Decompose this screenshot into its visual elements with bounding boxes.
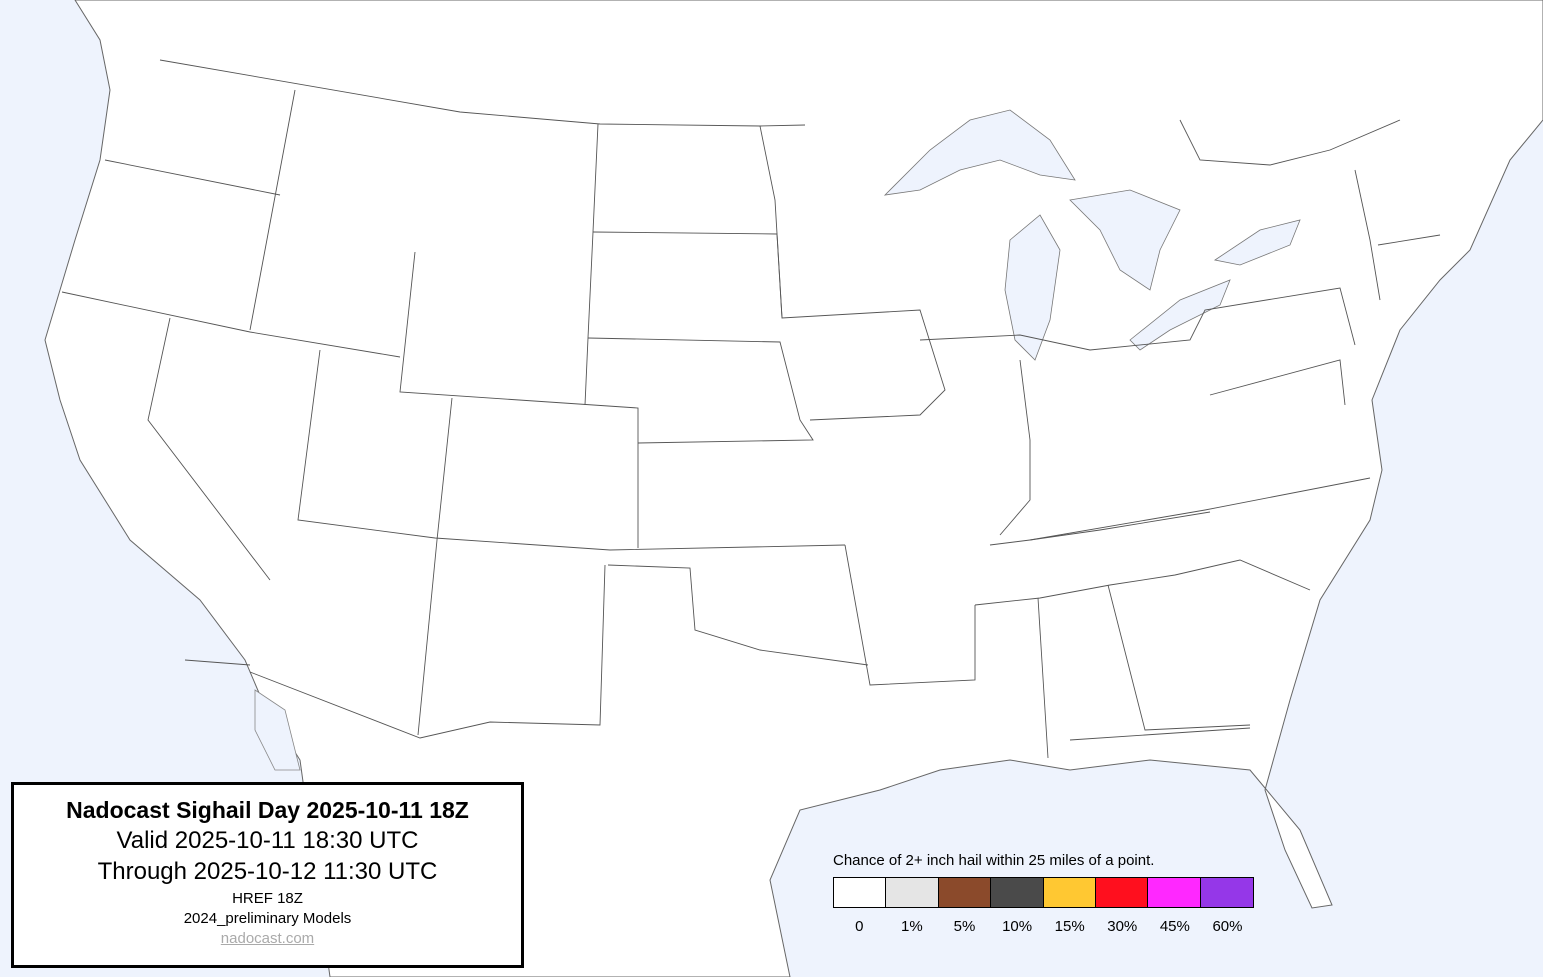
legend-swatch [991, 878, 1044, 907]
valid-time: Valid 2025-10-11 18:30 UTC [116, 827, 419, 854]
legend-labels: 0 1% 5% 10% 15% 30% 45% 60% [833, 918, 1254, 935]
legend: Chance of 2+ inch hail within 25 miles o… [833, 852, 1254, 935]
nadocast-link[interactable]: nadocast.com [220, 930, 315, 947]
great-lakes [883, 109, 1301, 361]
land-mass [44, 0, 1543, 977]
legend-swatch [886, 878, 939, 907]
legend-label: 5% [953, 918, 976, 935]
legend-label: 10% [1002, 918, 1033, 935]
through-time: Through 2025-10-12 11:30 UTC [97, 858, 438, 885]
legend-swatches [833, 877, 1254, 908]
legend-label: 15% [1054, 918, 1085, 935]
legend-swatch [938, 878, 992, 907]
legend-swatch [834, 878, 887, 907]
legend-swatch [1200, 878, 1253, 907]
model-version: 2024_preliminary Models [183, 910, 352, 927]
state-borders [61, 59, 1441, 759]
legend-swatch [1043, 878, 1096, 907]
legend-label: 60% [1212, 918, 1243, 935]
baja-water [254, 689, 301, 771]
model-run: HREF 18Z [232, 890, 303, 907]
legend-label: 1% [901, 918, 923, 935]
title-box: Nadocast Sighail Day 2025-10-11 18Z Vali… [11, 782, 524, 968]
legend-swatch [1148, 878, 1201, 907]
map-title: Nadocast Sighail Day 2025-10-11 18Z [66, 797, 469, 823]
legend-label: 30% [1107, 918, 1138, 935]
legend-label: 45% [1159, 918, 1190, 935]
legend-swatch [1095, 878, 1149, 907]
legend-label: 0 [855, 918, 864, 935]
legend-title: Chance of 2+ inch hail within 25 miles o… [833, 852, 1155, 869]
